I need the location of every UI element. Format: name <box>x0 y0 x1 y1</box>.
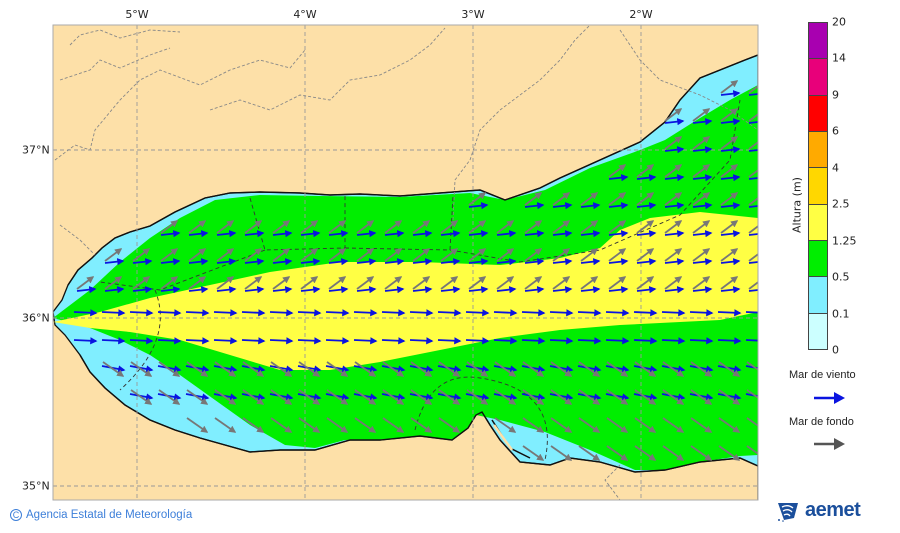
colorbar-segment-2 <box>809 240 827 277</box>
footer-credit: C Agencia Estatal de Meteorología <box>10 509 192 521</box>
copyright-icon: C <box>10 509 22 521</box>
legend-swell-label: Mar de fondo <box>789 416 854 428</box>
colorbar-segment-8 <box>809 23 827 59</box>
map-frame <box>52 24 759 501</box>
coastline-south <box>79 354 758 473</box>
legend-wind-sea-label: Mar de viento <box>789 369 856 381</box>
aemet-logo: aemet <box>776 499 861 522</box>
colorbar-segment-3 <box>809 203 827 241</box>
wave-height-colorbar <box>808 22 828 350</box>
lon-tick-2w: 2°W <box>629 8 653 21</box>
aemet-logo-text: aemet <box>805 499 861 521</box>
lon-tick-4w: 4°W <box>293 8 317 21</box>
lon-tick-3w: 3°W <box>461 8 485 21</box>
colorbar-segment-5 <box>809 131 827 168</box>
colorbar-title: Altura (m) <box>790 177 804 233</box>
wave-direction-arrows <box>73 80 758 461</box>
colorbar-label-20: 20 <box>832 15 846 29</box>
swell-arrow-icon <box>814 438 845 450</box>
colorbar-label-0: 0 <box>832 343 839 357</box>
wind-sea-arrow-icon <box>814 392 845 404</box>
colorbar-segment-7 <box>809 58 827 95</box>
colorbar-segment-6 <box>809 94 827 132</box>
colorbar-label-4: 4 <box>832 161 839 175</box>
colorbar-label-2.5: 2.5 <box>832 197 850 211</box>
sea-high-band <box>53 212 758 370</box>
colorbar-label-14: 14 <box>832 51 846 65</box>
lat-tick-37n: 37°N <box>22 143 50 157</box>
colorbar-label-0.5: 0.5 <box>832 270 850 284</box>
credit-text: Agencia Estatal de Meteorología <box>26 509 193 521</box>
colorbar-label-9: 9 <box>832 88 839 102</box>
colorbar-segment-4 <box>809 167 827 204</box>
coastline-north <box>67 54 758 286</box>
lon-tick-5w: 5°W <box>125 8 149 21</box>
colorbar-label-1.25: 1.25 <box>832 234 857 248</box>
lat-tick-35n: 35°N <box>22 479 50 493</box>
colorbar-segment-0 <box>809 312 827 349</box>
graticule <box>53 25 758 500</box>
spit-land <box>492 424 514 451</box>
colorbar-label-6: 6 <box>832 124 839 138</box>
colorbar-segment-1 <box>809 276 827 313</box>
lat-tick-36n: 36°N <box>22 311 50 325</box>
colorbar-label-0.1: 0.1 <box>832 307 850 321</box>
aemet-emblem-icon <box>778 502 798 522</box>
